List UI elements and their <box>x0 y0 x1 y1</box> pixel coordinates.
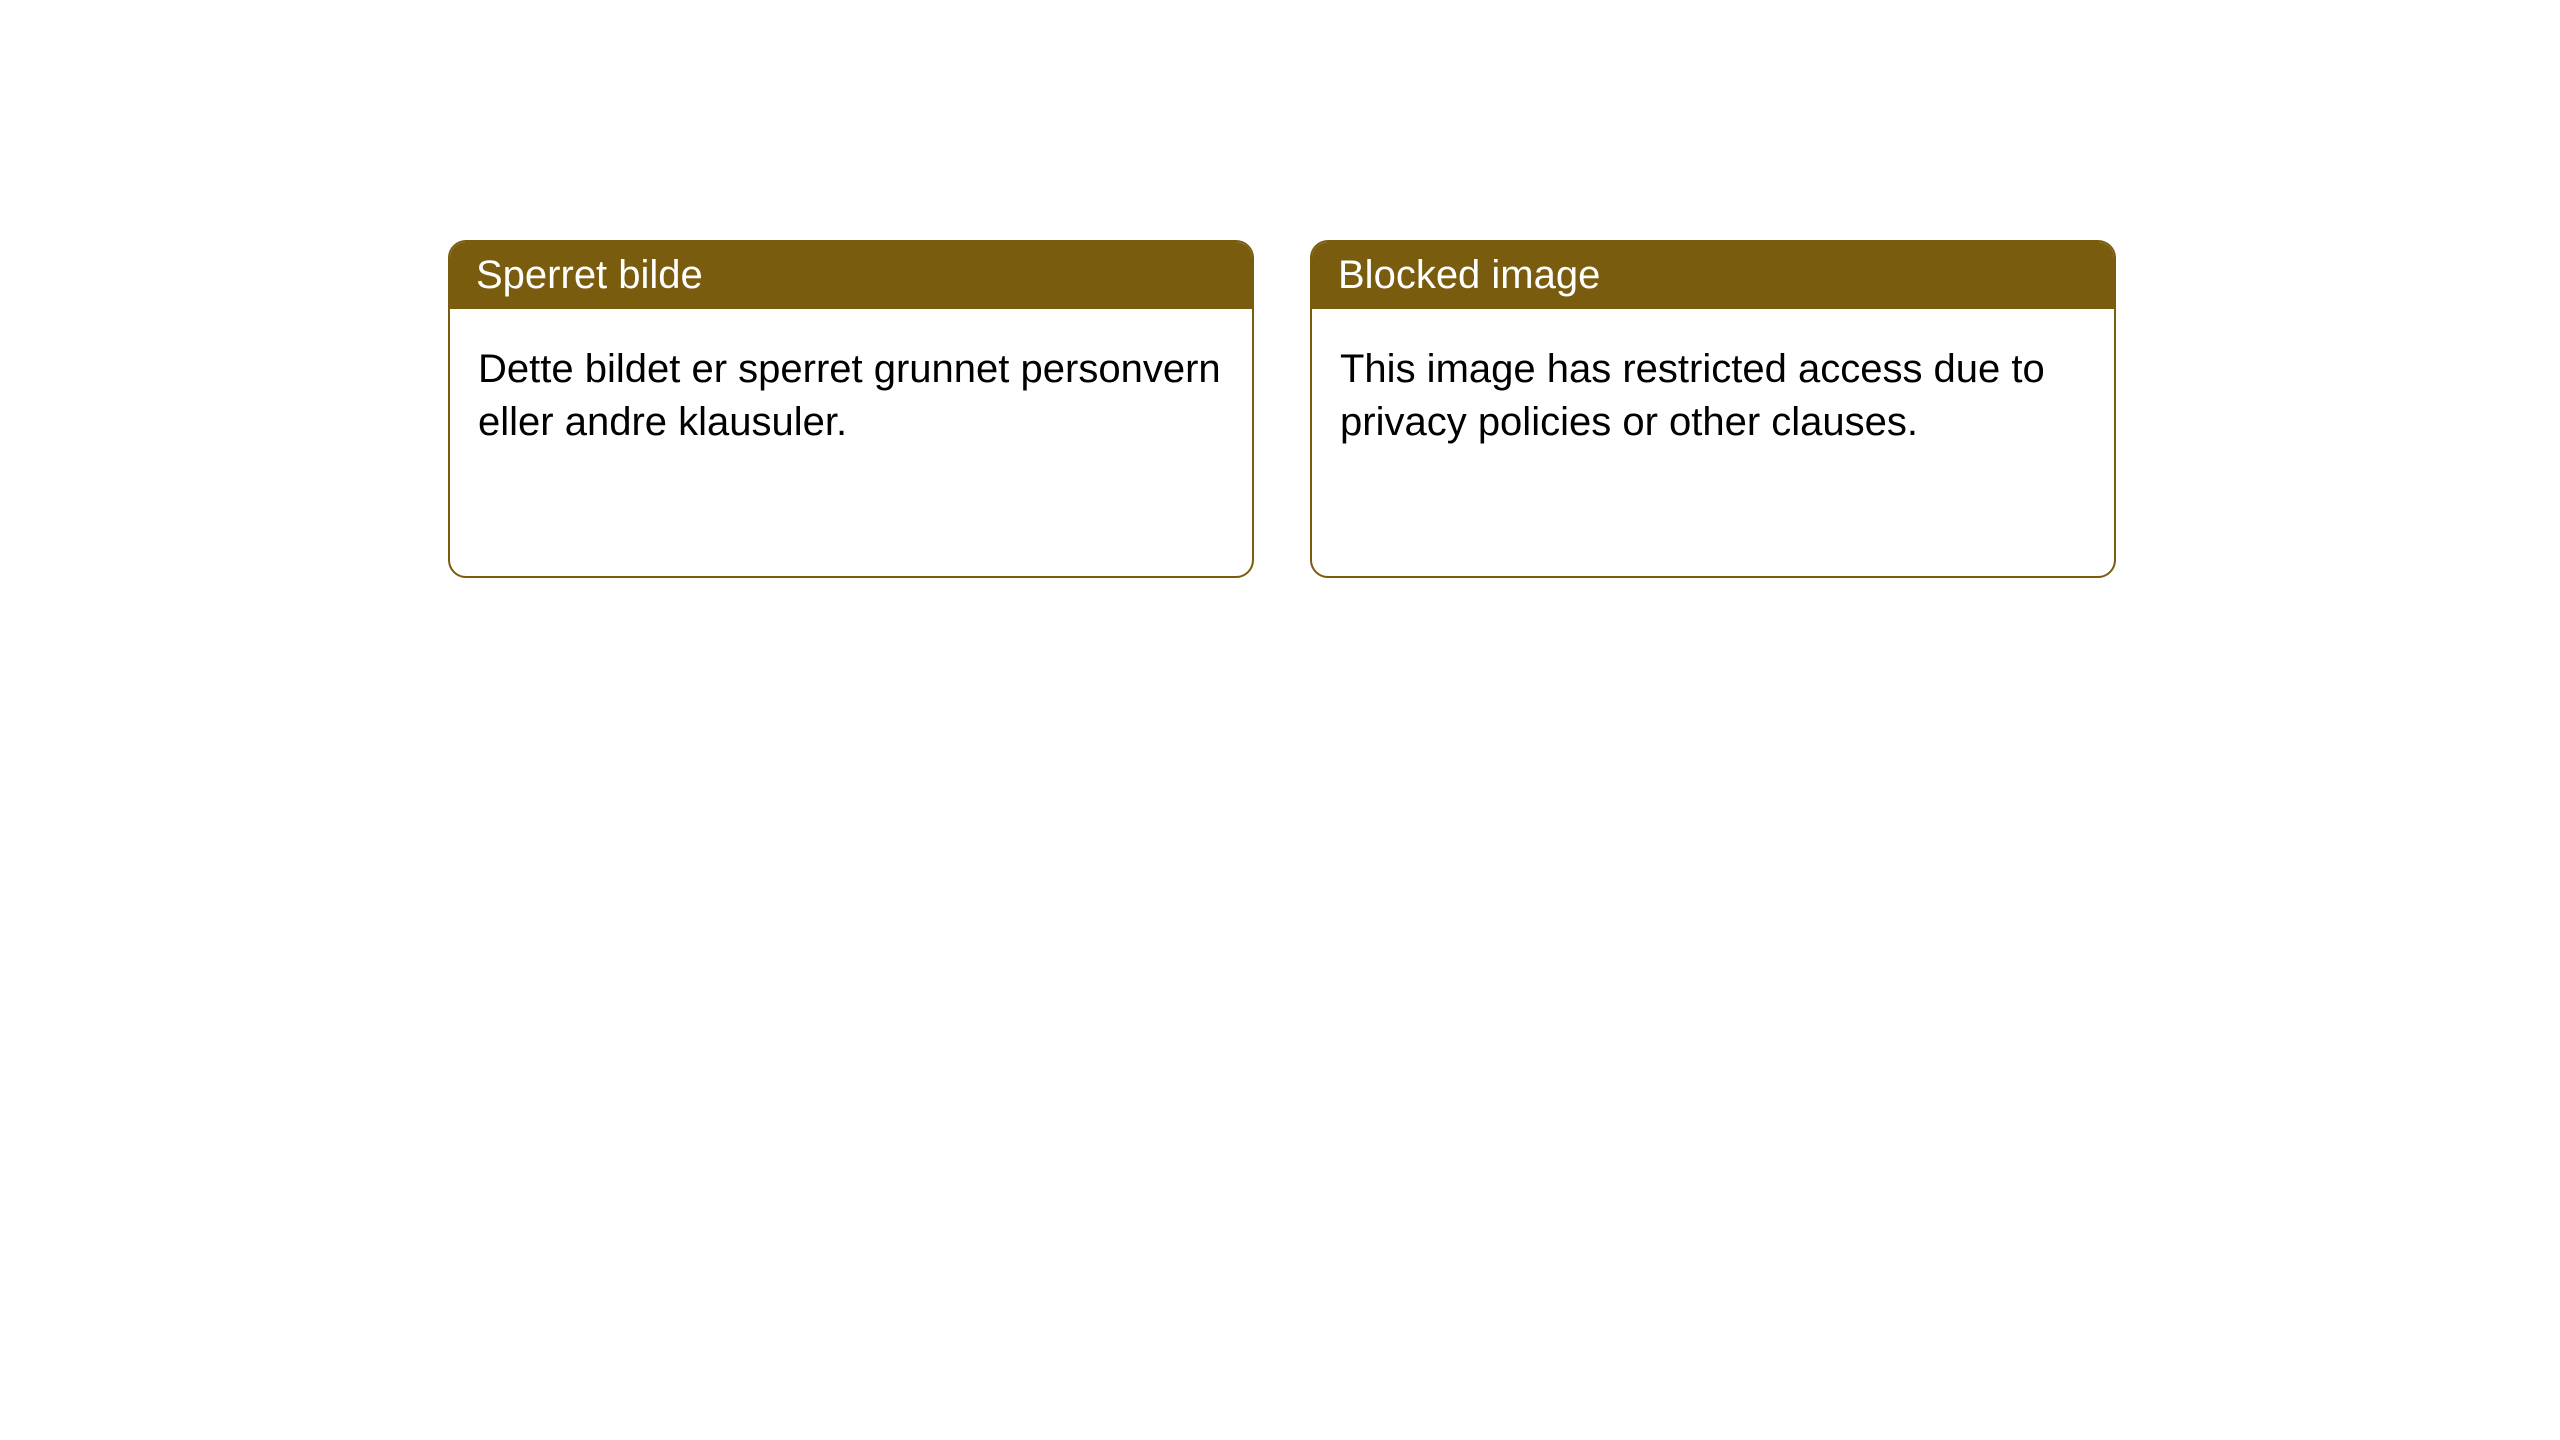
notice-body: This image has restricted access due to … <box>1312 309 2114 483</box>
notice-cards-container: Sperret bilde Dette bildet er sperret gr… <box>0 0 2560 578</box>
notice-body: Dette bildet er sperret grunnet personve… <box>450 309 1252 483</box>
notice-header: Blocked image <box>1312 242 2114 309</box>
notice-card-norwegian: Sperret bilde Dette bildet er sperret gr… <box>448 240 1254 578</box>
notice-header: Sperret bilde <box>450 242 1252 309</box>
notice-card-english: Blocked image This image has restricted … <box>1310 240 2116 578</box>
